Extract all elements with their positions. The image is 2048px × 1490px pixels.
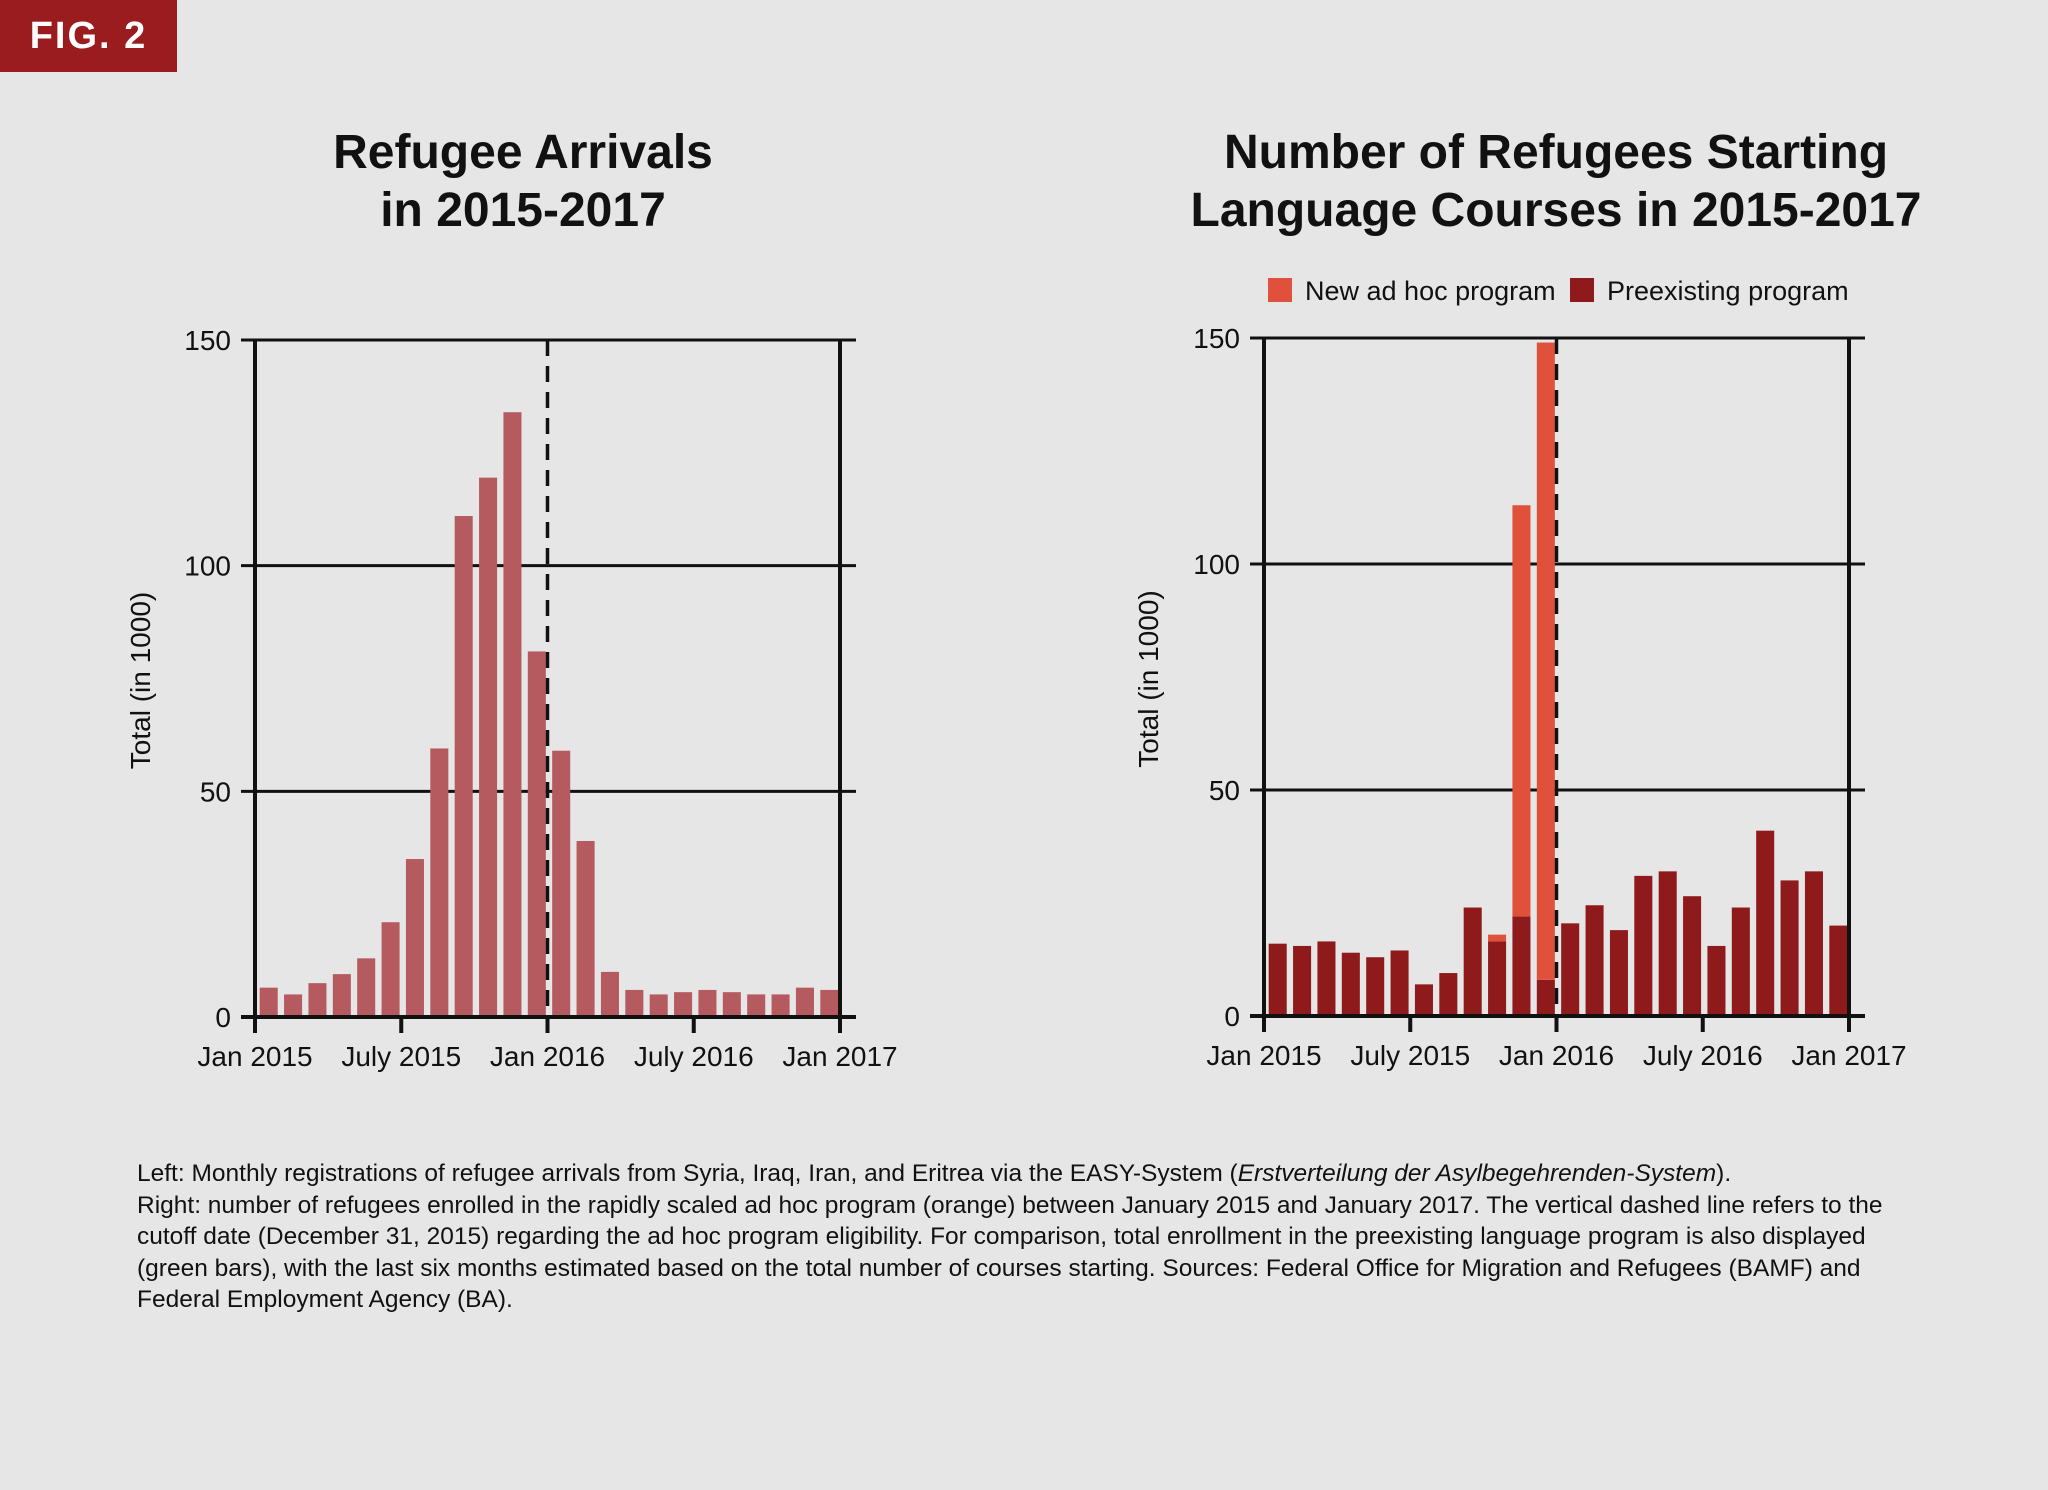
left-title-line-2: in 2015-2017 xyxy=(380,184,666,237)
left-bar-2015-01 xyxy=(259,987,278,1017)
left-bar-2016-09 xyxy=(747,994,766,1017)
left-bar-2015-11 xyxy=(503,412,522,1017)
left-bar-2015-03 xyxy=(308,983,327,1017)
right-bar-preexisting-2016-11 xyxy=(1804,871,1823,1016)
right-bar-preexisting-2015-10 xyxy=(1488,941,1507,1016)
right-bar-preexisting-2015-12 xyxy=(1536,979,1555,1016)
right-bar-preexisting-2016-05 xyxy=(1658,871,1677,1016)
right-x-tick-label-0: Jan 2015 xyxy=(1206,1040,1321,1071)
left-y-tick-label-150: 150 xyxy=(184,325,231,356)
left-bar-2015-10 xyxy=(479,477,498,1017)
left-bar-2016-10 xyxy=(771,994,790,1017)
left-bar-2016-03 xyxy=(600,971,619,1017)
right-x-tick-label-4: Jan 2017 xyxy=(1791,1040,1906,1071)
left-bar-2016-12 xyxy=(820,989,839,1017)
right-y-tick-label-100: 100 xyxy=(1193,549,1240,580)
right-bar-preexisting-2015-04 xyxy=(1341,952,1360,1016)
left-x-tick-label-2: Jan 2016 xyxy=(490,1041,605,1072)
caption-line-1-post: ). xyxy=(1716,1160,1732,1187)
right-bar-adhoc-2015-10 xyxy=(1488,934,1507,942)
left-bar-2016-06 xyxy=(674,992,693,1017)
left-bar-2016-02 xyxy=(576,840,595,1017)
left-y-tick-label-0: 0 xyxy=(215,1002,231,1033)
right-bar-preexisting-2016-01 xyxy=(1561,923,1580,1016)
left-bar-2016-04 xyxy=(625,989,644,1017)
right-bar-preexisting-2016-03 xyxy=(1609,930,1628,1016)
left-bar-2016-11 xyxy=(795,987,814,1017)
left-bar-2015-04 xyxy=(332,974,351,1017)
caption-line-1-pre: Left: Monthly registrations of refugee a… xyxy=(137,1160,1238,1187)
right-bar-adhoc-2015-12 xyxy=(1536,342,1555,980)
right-chart-title: Number of Refugees Starting Language Cou… xyxy=(1106,124,2006,240)
left-bar-2016-01 xyxy=(552,750,571,1017)
right-y-tick-label-50: 50 xyxy=(1209,775,1240,806)
right-y-tick-label-0: 0 xyxy=(1224,1001,1240,1032)
right-bar-preexisting-2015-08 xyxy=(1439,973,1458,1016)
right-bar-preexisting-2016-07 xyxy=(1707,945,1726,1016)
right-bar-preexisting-2015-02 xyxy=(1293,945,1312,1016)
right-legend-swatch-adhoc xyxy=(1268,278,1292,302)
right-bar-preexisting-2015-06 xyxy=(1390,950,1409,1016)
right-y-axis-label: Total (in 1000) xyxy=(1133,590,1164,767)
right-bar-preexisting-2016-06 xyxy=(1683,896,1702,1016)
left-x-tick-label-0: Jan 2015 xyxy=(197,1041,312,1072)
left-bar-2015-02 xyxy=(284,994,303,1017)
right-bar-preexisting-2015-05 xyxy=(1366,957,1385,1016)
right-x-tick-label-2: Jan 2016 xyxy=(1499,1040,1614,1071)
left-bar-2015-07 xyxy=(405,859,424,1017)
right-bar-preexisting-2015-09 xyxy=(1463,907,1482,1016)
right-bar-preexisting-2016-12 xyxy=(1829,925,1848,1016)
left-y-axis-label: Total (in 1000) xyxy=(125,592,156,769)
right-legend-label-preexisting: Preexisting program xyxy=(1607,276,1849,306)
right-bar-preexisting-2015-07 xyxy=(1414,984,1433,1016)
right-bar-preexisting-2016-02 xyxy=(1585,905,1604,1016)
right-bar-preexisting-2015-03 xyxy=(1317,941,1336,1016)
right-y-tick-label-150: 150 xyxy=(1193,323,1240,354)
right-legend-swatch-preexisting xyxy=(1570,278,1594,302)
left-bar-2016-05 xyxy=(649,994,668,1017)
left-x-tick-label-1: July 2015 xyxy=(341,1041,461,1072)
right-bar-preexisting-2016-08 xyxy=(1731,907,1750,1016)
left-bar-2016-08 xyxy=(722,992,741,1017)
right-legend-label-adhoc: New ad hoc program xyxy=(1305,276,1556,306)
left-bar-2015-08 xyxy=(430,748,449,1017)
left-bar-2016-07 xyxy=(698,989,717,1017)
caption-italic-term: Erstverteilung der Asylbegehrenden-Syste… xyxy=(1237,1160,1717,1187)
right-bar-preexisting-2015-01 xyxy=(1268,943,1287,1016)
left-title-line-1: Refugee Arrivals xyxy=(333,126,713,179)
left-bar-2015-12 xyxy=(527,651,546,1017)
right-bar-preexisting-2016-10 xyxy=(1780,880,1799,1016)
right-title-line-1: Number of Refugees Starting xyxy=(1223,126,1889,179)
left-bar-2015-06 xyxy=(381,922,400,1017)
figure-badge: FIG. 2 xyxy=(0,0,177,72)
caption-line-1: Left: Monthly registrations of refugee a… xyxy=(137,1158,1897,1190)
right-title-line-2: Language Courses in 2015-2017 xyxy=(1190,184,1922,237)
right-bar-preexisting-2015-11 xyxy=(1512,916,1531,1016)
left-y-tick-label-50: 50 xyxy=(200,776,231,807)
right-bar-preexisting-2016-09 xyxy=(1756,830,1775,1016)
left-x-tick-label-4: Jan 2017 xyxy=(782,1041,897,1072)
caption-rest: Right: number of refugees enrolled in th… xyxy=(137,1191,1883,1314)
right-x-tick-label-3: July 2016 xyxy=(1643,1040,1763,1071)
left-chart-title: Refugee Arrivals in 2015-2017 xyxy=(73,124,973,240)
left-bar-2015-09 xyxy=(454,516,473,1017)
left-bar-2015-05 xyxy=(357,958,376,1017)
right-bar-preexisting-2016-04 xyxy=(1634,875,1653,1016)
right-bar-adhoc-2015-11 xyxy=(1512,505,1531,917)
left-x-tick-label-3: July 2016 xyxy=(634,1041,754,1072)
figure-caption: Left: Monthly registrations of refugee a… xyxy=(137,1158,1897,1316)
left-y-tick-label-100: 100 xyxy=(184,551,231,582)
right-x-tick-label-1: July 2015 xyxy=(1350,1040,1470,1071)
